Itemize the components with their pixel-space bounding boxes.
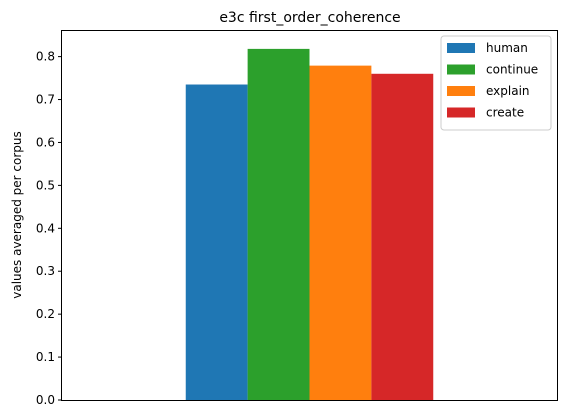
y-tick-label: 0.2 — [36, 307, 55, 321]
legend-swatch-create — [447, 107, 475, 118]
plot-frame — [61, 30, 558, 401]
y-tick-label: 0.7 — [36, 93, 55, 107]
legend-label-create: create — [486, 106, 524, 120]
legend-label-continue: continue — [486, 63, 538, 77]
y-tick-label: 0.4 — [36, 221, 55, 235]
y-axis: 0.0 0.1 0.2 0.3 0.4 0.5 0.6 0.7 0.8 — [36, 50, 62, 407]
y-axis-label: values averaged per corpus — [10, 131, 24, 299]
chart-title: e3c first_order_coherence — [219, 10, 400, 26]
bar-explain — [309, 65, 372, 400]
legend-swatch-continue — [447, 64, 475, 75]
legend-box — [440, 35, 552, 131]
legend-swatch-explain — [447, 86, 475, 96]
legend-label-explain: explain — [486, 84, 530, 98]
y-tick-label: 0.1 — [36, 350, 55, 364]
bar-create — [371, 73, 434, 400]
y-tick-label: 0.6 — [36, 135, 55, 149]
legend-label-human: human — [486, 41, 528, 55]
bars-group — [185, 48, 434, 401]
y-tick-label: 0.0 — [36, 393, 55, 407]
y-tick-label: 0.3 — [36, 264, 55, 278]
legend-swatch-human — [447, 43, 475, 53]
bar-human — [185, 84, 248, 401]
y-tick-label: 0.5 — [36, 178, 55, 192]
legend: human continue explain create — [440, 35, 552, 131]
y-tick-label: 0.8 — [36, 50, 55, 64]
bar-continue — [247, 48, 310, 400]
